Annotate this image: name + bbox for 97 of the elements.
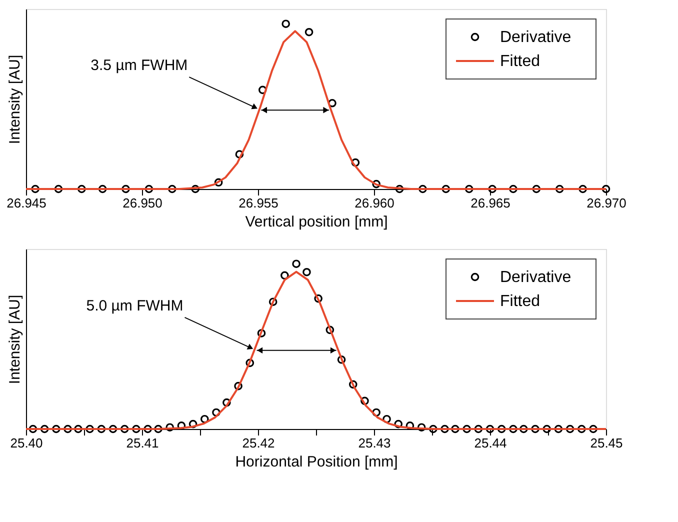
x-axis-title: Horizontal Position [mm]: [235, 454, 398, 470]
point: [292, 260, 300, 268]
point: [52, 424, 60, 434]
point: [578, 184, 587, 194]
point: [429, 424, 438, 434]
point: [451, 424, 460, 434]
x-tick-label: 25.40: [10, 436, 43, 450]
point: [304, 28, 314, 36]
point: [302, 268, 311, 276]
point: [417, 423, 426, 432]
point: [268, 298, 278, 306]
x-tick-label: 25.42: [242, 436, 275, 450]
x-tick-label: 26.965: [470, 196, 510, 210]
point: [188, 420, 198, 428]
point: [509, 184, 518, 194]
point: [28, 424, 38, 434]
point: [519, 424, 528, 434]
point: [328, 98, 336, 108]
legend-label: Derivative: [500, 29, 572, 46]
point: [395, 184, 404, 194]
point: [589, 424, 598, 434]
point: [464, 184, 474, 194]
point: [144, 184, 154, 194]
point: [555, 184, 564, 194]
point: [200, 414, 209, 424]
point: [497, 424, 506, 434]
point: [488, 184, 496, 194]
point: [235, 150, 244, 158]
point: [40, 424, 49, 434]
point: [234, 382, 242, 390]
point: [372, 408, 380, 417]
point: [97, 424, 106, 434]
x-tick-label: 26.970: [586, 196, 626, 210]
annotation: 5.0 µm FWHM: [86, 297, 184, 314]
point: [442, 184, 450, 194]
point: [418, 184, 427, 194]
y-axis-title: Intensity [AU]: [6, 294, 24, 384]
point: [486, 424, 494, 434]
x-tick-label: 26.950: [122, 196, 162, 210]
point: [360, 396, 369, 406]
point: [326, 326, 334, 334]
point: [166, 423, 174, 432]
x-tick-label: 25.44: [474, 436, 507, 450]
point: [348, 380, 358, 389]
legend-label: Derivative: [500, 269, 572, 286]
point: [474, 424, 483, 434]
annotation: 3.5 µm FWHM: [90, 57, 188, 74]
point: [382, 414, 391, 424]
point: [542, 424, 551, 434]
point: [440, 424, 449, 434]
x-tick-label: 26.945: [6, 196, 46, 210]
point: [154, 424, 162, 434]
point: [120, 424, 129, 434]
point: [406, 422, 414, 430]
y-axis-title: Intensity [AU]: [6, 54, 24, 144]
x-tick-label: 26.955: [238, 196, 278, 210]
point: [351, 158, 360, 167]
point: [532, 184, 541, 194]
point: [86, 424, 94, 434]
point: [509, 424, 518, 434]
x-tick-label: 26.960: [354, 196, 394, 210]
point: [337, 355, 346, 364]
point: [31, 184, 40, 194]
point: [258, 86, 267, 94]
point: [246, 358, 254, 368]
point: [554, 424, 563, 434]
point: [566, 424, 574, 434]
point: [222, 398, 231, 407]
point: [212, 408, 220, 417]
legend-label: Fitted: [500, 293, 540, 310]
point: [122, 184, 130, 194]
point: [282, 20, 290, 28]
point: [214, 178, 223, 187]
point: [108, 424, 118, 434]
point: [132, 424, 140, 434]
point: [257, 329, 266, 338]
legend-label: Fitted: [500, 53, 540, 70]
point: [531, 424, 540, 434]
point: [54, 184, 63, 194]
x-tick-label: 25.43: [358, 436, 391, 450]
x-axis-title: Vertical position [mm]: [245, 214, 388, 230]
point: [577, 424, 586, 434]
point: [280, 271, 289, 280]
point: [462, 424, 471, 434]
point: [177, 422, 186, 430]
point: [64, 424, 72, 434]
point: [98, 184, 107, 194]
point: [394, 420, 403, 428]
x-tick-label: 25.41: [126, 436, 159, 450]
x-tick-label: 25.45: [590, 436, 623, 450]
point: [74, 424, 82, 434]
point: [314, 294, 322, 303]
point: [191, 184, 200, 194]
point: [168, 184, 176, 194]
point: [144, 424, 152, 434]
point: [78, 184, 86, 194]
point: [372, 180, 380, 188]
